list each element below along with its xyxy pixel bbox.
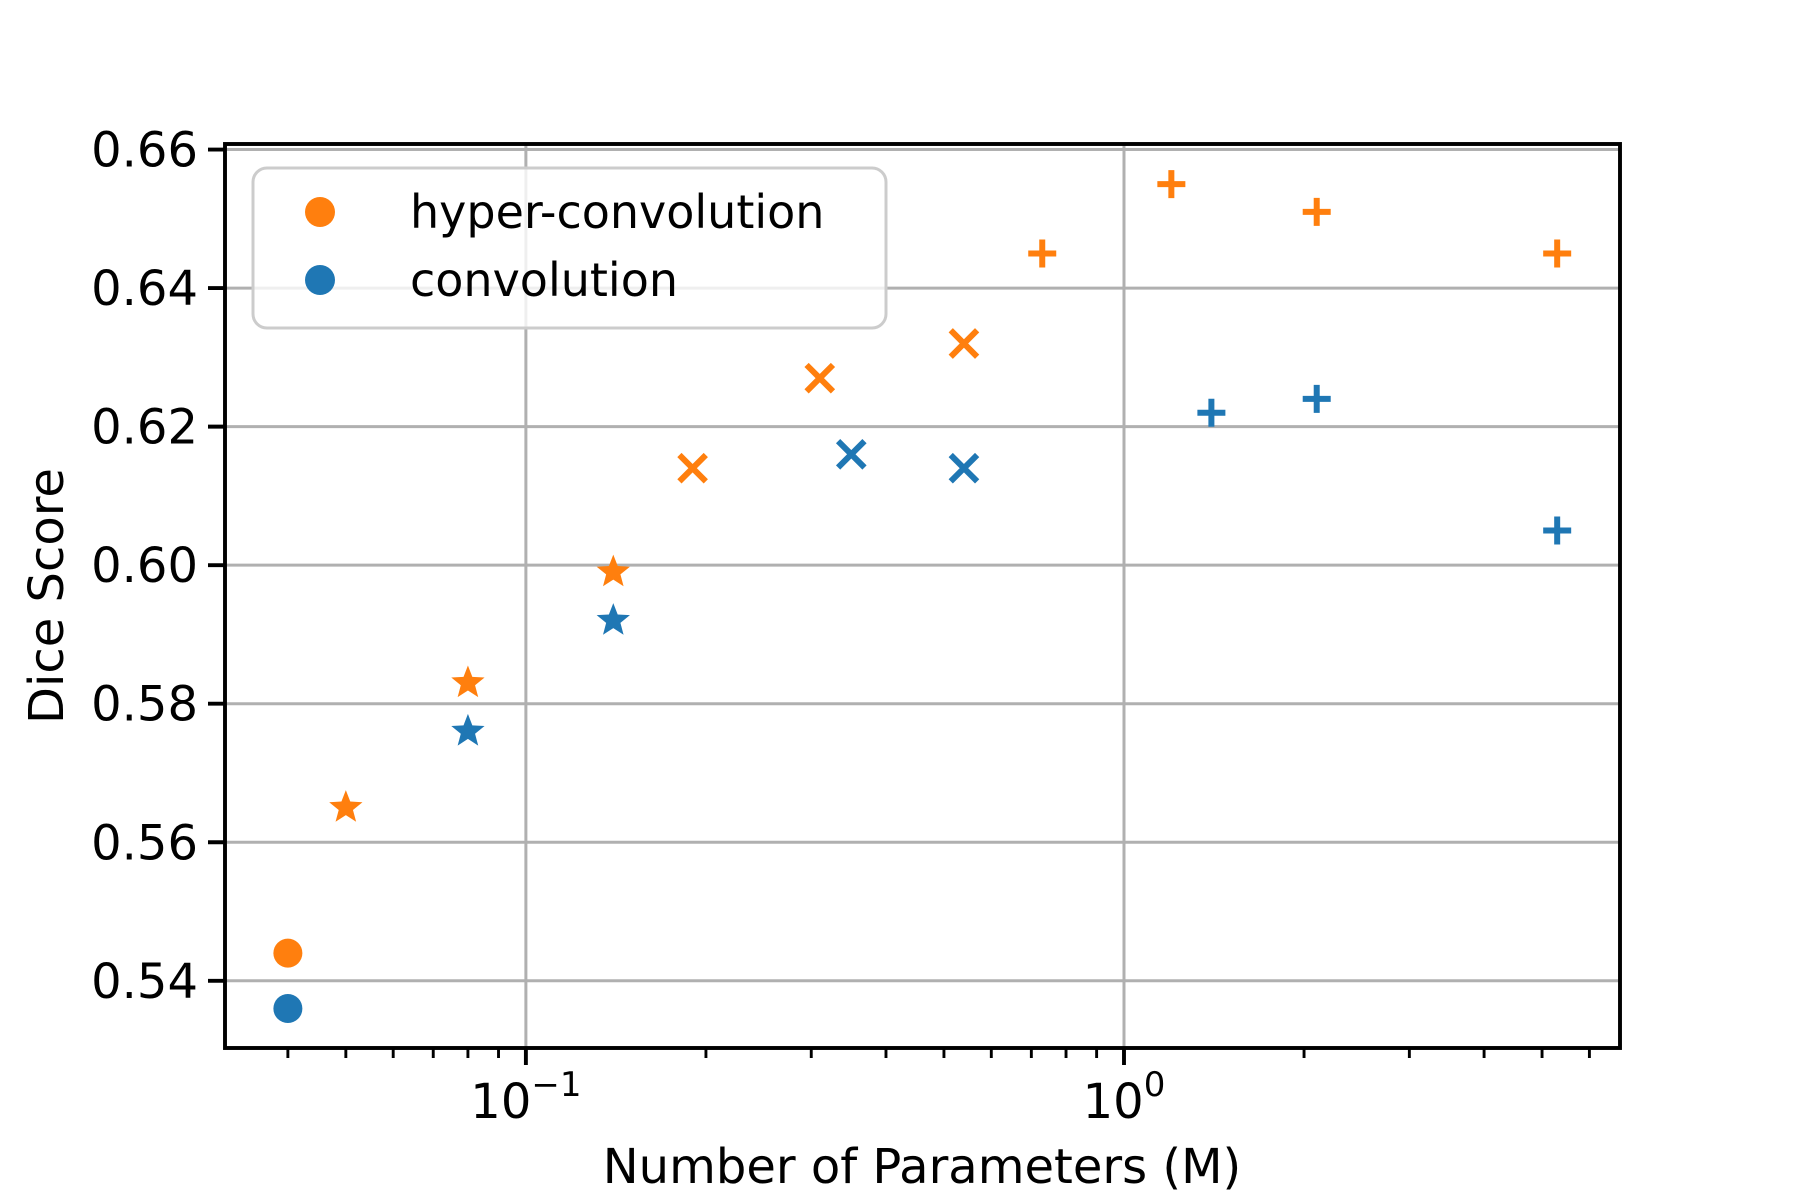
point-hyper-convolution (329, 790, 363, 822)
point-convolution (835, 439, 867, 470)
y-tick-label: 0.66 (91, 123, 198, 179)
point-convolution (1302, 384, 1331, 413)
y-tick-label: 0.62 (91, 400, 198, 456)
y-tick-label: 0.54 (91, 954, 198, 1010)
legend-marker-hyper-convolution (305, 197, 335, 227)
point-convolution (1543, 516, 1572, 545)
point-hyper-convolution (1543, 239, 1572, 268)
legend-box (251, 166, 888, 330)
y-axis-label: Dice Score (19, 468, 75, 724)
point-hyper-convolution (596, 554, 630, 587)
point-hyper-convolution (1028, 239, 1057, 268)
y-tick-label: 0.60 (91, 538, 198, 594)
y-tick-label: 0.58 (91, 677, 198, 733)
legend-marker-convolution (305, 265, 335, 295)
point-convolution (948, 452, 980, 484)
point-hyper-convolution (677, 452, 708, 484)
legend-label-hyper-convolution: hyper-convolution (410, 185, 824, 239)
legend-label-convolution: convolution (410, 253, 678, 307)
point-convolution (451, 713, 485, 746)
marker-layer (273, 170, 1572, 1024)
x-tick-label: 100 (1083, 1065, 1166, 1130)
point-convolution (1197, 398, 1226, 427)
point-hyper-convolution (273, 938, 303, 968)
point-convolution (596, 603, 630, 635)
x-tick-label: 10−1 (470, 1065, 581, 1130)
y-tick-label: 0.56 (91, 815, 198, 871)
x-axis-label: Number of Parameters (M) (603, 1139, 1241, 1195)
axes-spines (223, 142, 1622, 1050)
point-hyper-convolution (451, 665, 485, 698)
tick-label-layer: 0.54 0.56 0.58 0.60 0.62 0.64 0.66 10−1 100 (91, 123, 1165, 1130)
point-convolution (273, 994, 303, 1024)
point-hyper-convolution (804, 362, 836, 394)
point-hyper-convolution (1302, 197, 1331, 226)
axes-frame (223, 142, 1622, 1050)
legend: hyper-convolution convolution (251, 166, 888, 330)
tick-layer (208, 147, 1591, 1065)
point-hyper-convolution (1157, 170, 1186, 199)
y-tick-label: 0.64 (91, 261, 198, 317)
point-hyper-convolution (948, 328, 980, 359)
